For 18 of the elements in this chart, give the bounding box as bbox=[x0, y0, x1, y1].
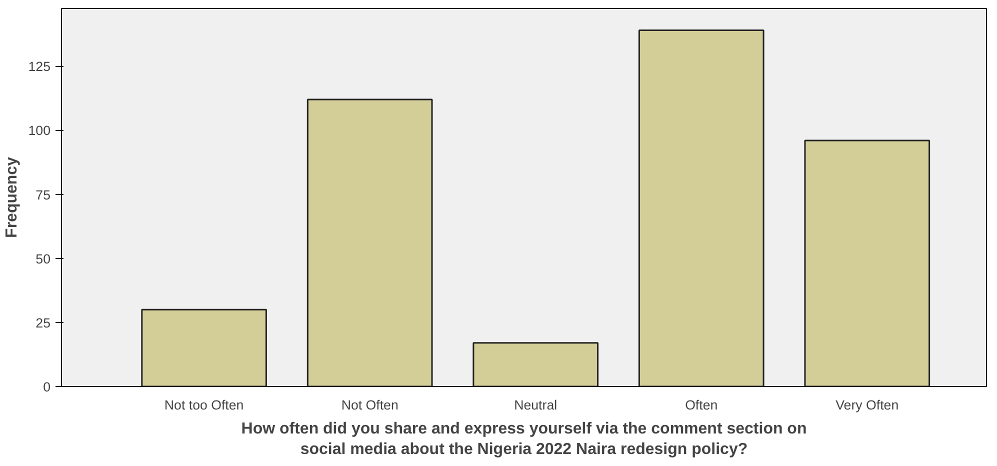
bar bbox=[306, 98, 433, 386]
y-tick-label: 25 bbox=[36, 315, 51, 330]
y-tick-label: 125 bbox=[28, 59, 51, 74]
x-axis-title: How often did you share and express yourself via the comment section on social media about the Nigeria 2022 Naira redesign policy? bbox=[241, 420, 807, 458]
x-tick-label: Not Often bbox=[341, 398, 398, 412]
y-axis-title: Frequency bbox=[3, 156, 20, 238]
x-tick-label: Not too Often bbox=[164, 398, 244, 412]
y-tick-label: 75 bbox=[36, 187, 51, 202]
y-tick-label: 50 bbox=[36, 251, 51, 266]
bar bbox=[141, 308, 267, 386]
bar bbox=[472, 342, 599, 386]
bar bbox=[804, 140, 930, 386]
y-tick-label: 0 bbox=[43, 380, 51, 394]
x-tick-label: Often bbox=[685, 398, 718, 412]
x-tick-label: Neutral bbox=[514, 398, 558, 412]
y-tick-label: 100 bbox=[28, 123, 51, 138]
bar bbox=[638, 30, 764, 386]
x-tick-label: Very Often bbox=[836, 398, 899, 412]
